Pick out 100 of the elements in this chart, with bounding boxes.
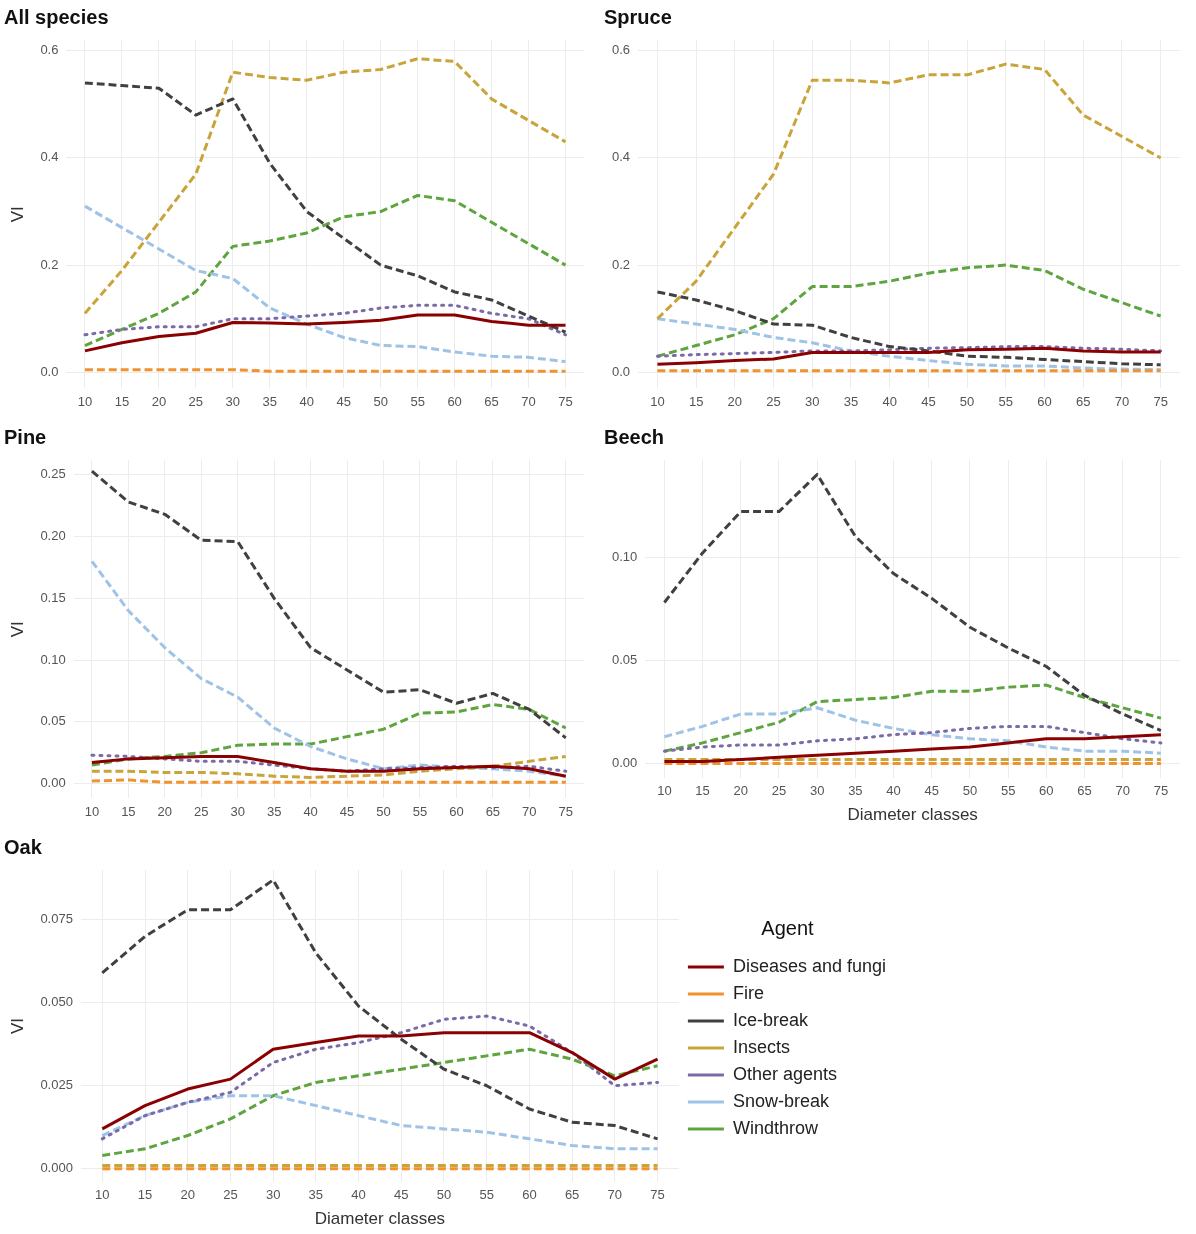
y-tick-label: 0.10	[611, 548, 638, 564]
chart-title: Pine	[4, 425, 47, 448]
line-series	[90, 753, 568, 773]
x-tick-label: 25	[188, 393, 204, 409]
x-tick-label: 10	[650, 393, 665, 409]
line-series	[83, 57, 568, 315]
x-tick-label: 70	[522, 803, 537, 819]
line-series	[83, 303, 568, 337]
y-tick-label: 0.000	[40, 1160, 73, 1176]
x-tick-label: 65	[1075, 393, 1091, 409]
x-tick-label: 20	[733, 783, 749, 799]
x-tick-label: 40	[351, 1187, 366, 1203]
x-tick-label: 30	[805, 393, 820, 409]
y-tick-label: 0.00	[611, 755, 638, 771]
legend-label: Snow-break	[732, 1090, 830, 1111]
x-tick-label: 10	[657, 783, 672, 799]
x-tick-label: 75	[558, 803, 574, 819]
chart-title: Spruce	[604, 5, 672, 28]
x-tick-label: 40	[882, 393, 897, 409]
x-tick-label: 30	[225, 393, 241, 409]
x-tick-label: 10	[95, 1187, 110, 1203]
legend-label: Insects	[732, 1036, 790, 1057]
x-tick-label: 45	[336, 393, 351, 409]
x-tick-label: 20	[180, 1187, 195, 1203]
line-series	[655, 62, 1163, 321]
x-tick-label: 75	[558, 393, 573, 409]
line-series	[90, 703, 568, 767]
line-series	[83, 81, 568, 334]
y-tick-label: 0.025	[40, 1077, 73, 1093]
x-tick-label: 35	[308, 1187, 324, 1203]
x-tick-label: 40	[299, 393, 314, 409]
x-tick-label: 20	[727, 393, 743, 409]
x-tick-label: 45	[339, 803, 355, 819]
x-tick-label: 25	[771, 783, 787, 799]
x-tick-label: 20	[151, 393, 167, 409]
y-tick-label: 0.05	[611, 651, 638, 667]
x-tick-label: 70	[1115, 783, 1130, 799]
x-tick-label: 50	[959, 393, 975, 409]
line-series	[655, 263, 1163, 358]
x-tick-label: 50	[962, 783, 978, 799]
x-tick-label: 15	[121, 803, 136, 819]
y-tick-label: 0.20	[40, 528, 66, 544]
y-tick-label: 0.6	[611, 42, 631, 58]
x-tick-label: 45	[921, 393, 936, 409]
line-series	[655, 317, 1163, 372]
y-tick-label: 0.05	[40, 713, 66, 729]
x-tick-label: 15	[114, 393, 130, 409]
x-tick-label: 60	[447, 393, 462, 409]
x-tick-label: 75	[1153, 783, 1169, 799]
line-series	[100, 1047, 660, 1157]
chart-title: All species	[4, 5, 109, 28]
x-tick-label: 55	[998, 393, 1014, 409]
x-tick-label: 30	[809, 783, 825, 799]
line-series	[100, 878, 660, 1141]
legend-label: Ice-break	[732, 1009, 809, 1030]
y-tick-label: 0.00	[40, 775, 66, 791]
x-tick-label: 25	[194, 803, 209, 819]
x-axis-title: Diameter classes	[314, 1209, 446, 1229]
x-axis-title: Diameter classes	[847, 805, 978, 825]
y-tick-label: 0.075	[40, 911, 73, 927]
x-tick-label: 75	[650, 1187, 665, 1203]
line-series	[100, 1014, 660, 1141]
line-series	[83, 204, 568, 364]
x-tick-label: 60	[449, 803, 464, 819]
x-tick-label: 70	[521, 393, 536, 409]
x-tick-label: 50	[376, 803, 391, 819]
x-tick-label: 15	[695, 783, 710, 799]
line-series	[662, 706, 1163, 755]
x-tick-label: 35	[848, 783, 863, 799]
x-tick-label: 10	[77, 393, 93, 409]
x-tick-label: 60	[1039, 783, 1054, 799]
x-tick-label: 40	[303, 803, 318, 819]
y-axis-title: VI	[7, 206, 27, 223]
x-tick-label: 25	[223, 1187, 238, 1203]
x-tick-label: 55	[410, 393, 425, 409]
y-tick-label: 0.10	[40, 651, 66, 667]
x-tick-label: 60	[1037, 393, 1052, 409]
y-tick-label: 0.4	[40, 149, 59, 165]
line-series	[662, 724, 1163, 753]
line-series	[90, 469, 568, 740]
line-series	[662, 472, 1163, 733]
y-tick-label: 0.4	[611, 149, 631, 165]
x-tick-label: 65	[484, 393, 499, 409]
x-tick-label: 35	[843, 393, 859, 409]
line-series	[100, 1094, 660, 1151]
y-tick-label: 0.2	[611, 256, 631, 272]
y-tick-label: 0.25	[40, 466, 66, 482]
chart-title: Beech	[604, 425, 665, 448]
line-series	[83, 193, 568, 348]
x-tick-label: 25	[766, 393, 781, 409]
x-tick-label: 65	[564, 1187, 580, 1203]
x-tick-label: 20	[157, 803, 173, 819]
x-tick-label: 70	[1114, 393, 1130, 409]
x-tick-label: 35	[266, 803, 282, 819]
y-tick-label: 0.050	[40, 994, 73, 1010]
x-tick-label: 45	[394, 1187, 409, 1203]
x-tick-label: 65	[1077, 783, 1092, 799]
legend-title: Agent	[761, 916, 815, 939]
legend-label: Diseases and fungi	[732, 955, 887, 976]
x-tick-label: 65	[485, 803, 501, 819]
